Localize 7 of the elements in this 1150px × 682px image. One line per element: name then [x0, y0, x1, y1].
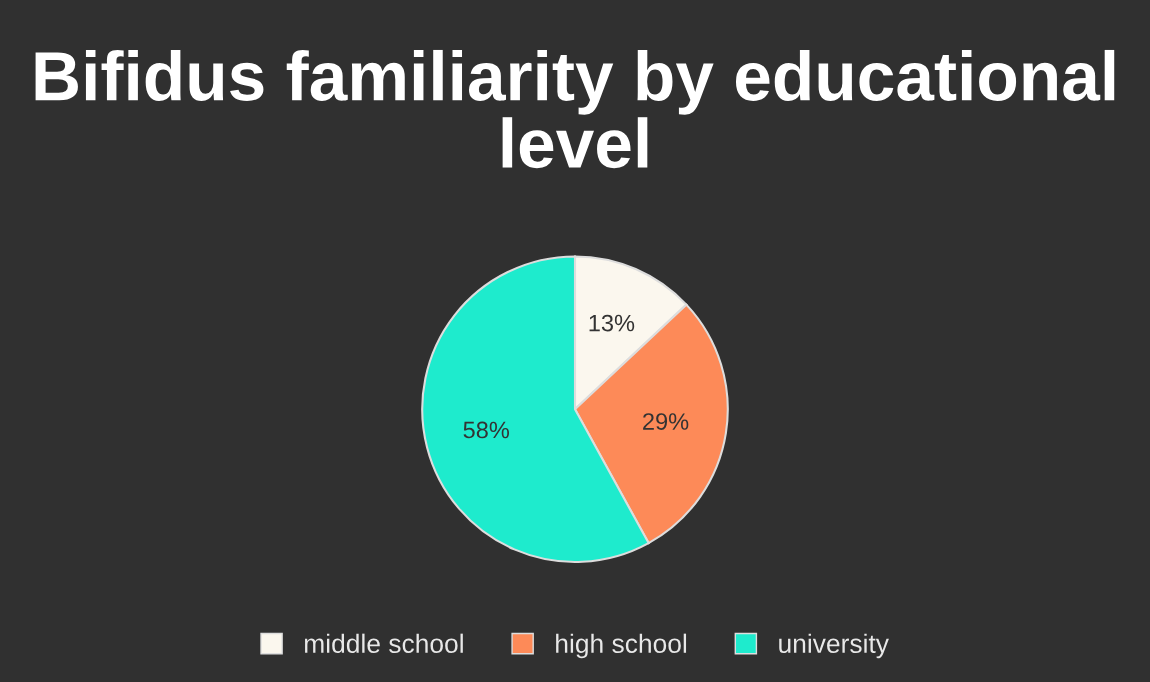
data-label: 29% — [643, 413, 689, 430]
data-label: 58% — [463, 421, 510, 439]
chart-title: Bifidus familiarity by educational level — [35, 49, 1115, 169]
legend-label: university — [779, 633, 889, 659]
legend-label: middle school — [305, 633, 463, 654]
legend-label: high school — [556, 633, 687, 659]
data-label: 13% — [589, 314, 635, 332]
